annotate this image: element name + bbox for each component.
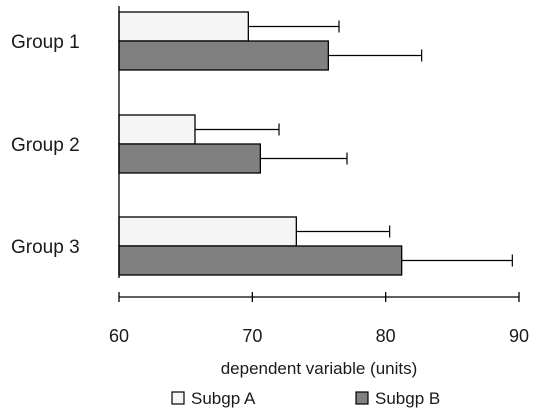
category-label-group-1: Group 1 bbox=[11, 32, 80, 53]
bar-b-group-1 bbox=[118, 40, 329, 71]
x-tick-label-80: 80 bbox=[376, 326, 396, 346]
x-axis-label: dependent variable (units) bbox=[221, 359, 418, 378]
category-label-group-2: Group 2 bbox=[11, 135, 80, 156]
x-tick-label-90: 90 bbox=[509, 326, 529, 346]
legend: Subgp A Subgp B bbox=[171, 389, 440, 408]
bar-a-group-1 bbox=[118, 11, 249, 42]
legend-swatch-b bbox=[355, 391, 369, 405]
legend-label-b: Subgp B bbox=[375, 389, 440, 408]
x-tick-label-60: 60 bbox=[109, 326, 129, 346]
legend-label-a: Subgp A bbox=[191, 389, 256, 408]
legend-swatch-a bbox=[171, 391, 185, 405]
category-label-group-3: Group 3 bbox=[11, 237, 80, 258]
bar-a-group-2 bbox=[118, 114, 196, 145]
error-bars-layer bbox=[195, 20, 513, 267]
x-tick-label-70: 70 bbox=[242, 326, 262, 346]
bar-b-group-2 bbox=[118, 143, 261, 174]
bar-b-group-3 bbox=[118, 245, 403, 276]
category-labels: Group 1 Group 2 Group 3 bbox=[11, 32, 80, 258]
bar-a-group-3 bbox=[118, 216, 297, 247]
x-axis: 60 70 80 90 bbox=[109, 6, 529, 346]
bars-layer bbox=[118, 11, 403, 276]
